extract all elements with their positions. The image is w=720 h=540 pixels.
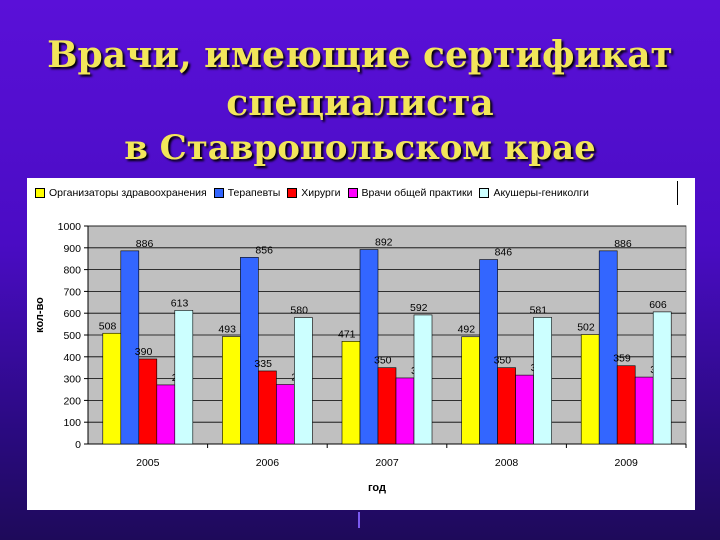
- bar: [276, 384, 295, 445]
- data-label: 335: [254, 358, 272, 370]
- data-label: 886: [614, 238, 632, 250]
- bar: [616, 365, 636, 445]
- bar: [479, 259, 498, 445]
- bar: [395, 377, 415, 445]
- title-line-3: в Ставропольском крае: [124, 128, 596, 168]
- bar: [413, 314, 433, 445]
- bar: [634, 376, 654, 445]
- bar: [156, 384, 176, 445]
- x-tick-label: 2008: [495, 457, 519, 469]
- chart-panel: Организаторы здравоохранения Терапевты Хир…: [27, 178, 695, 510]
- y-tick-label: 900: [63, 243, 81, 255]
- data-label: 892: [375, 237, 393, 249]
- y-tick-label: 600: [63, 308, 81, 320]
- title-line-1: Врачи, имеющие сертификат: [47, 34, 673, 76]
- bar: [580, 334, 600, 445]
- y-tick-label: 400: [63, 352, 81, 364]
- legend-divider: [677, 181, 678, 205]
- bar: [222, 336, 241, 445]
- data-label: 592: [410, 302, 428, 314]
- chart-legend: Организаторы здравоохранения Терапевты Хир…: [35, 183, 596, 203]
- legend-item: Акушеры-гениколги: [479, 187, 589, 199]
- bar: [174, 310, 194, 445]
- bar: [240, 257, 259, 445]
- data-label: 390: [135, 346, 153, 358]
- data-label: 580: [290, 305, 308, 317]
- data-label: 606: [649, 299, 667, 311]
- legend-label: Организаторы здравоохранения: [49, 187, 207, 199]
- data-label: 846: [495, 247, 513, 259]
- data-label: 886: [136, 238, 154, 250]
- y-tick-label: 800: [63, 265, 81, 277]
- bar: [294, 317, 313, 445]
- bar: [359, 249, 379, 445]
- x-tick-label: 2009: [615, 457, 639, 469]
- legend-item: Хирурги: [287, 187, 341, 199]
- data-label: 502: [577, 322, 595, 334]
- data-label: 856: [255, 244, 273, 256]
- legend-label: Врачи общей практики: [361, 187, 473, 199]
- bar: [461, 336, 480, 445]
- decorative-line: [358, 512, 360, 528]
- legend-swatch: [213, 188, 224, 198]
- legend-label: Хирурги: [301, 187, 341, 199]
- bar: [652, 311, 672, 445]
- bar: [515, 374, 534, 445]
- bar: [497, 367, 516, 445]
- title-line-2: специалиста: [226, 82, 494, 124]
- data-label: 613: [171, 297, 189, 309]
- y-tick-label: 1000: [58, 221, 82, 233]
- y-tick-label: 700: [63, 286, 81, 298]
- data-label: 581: [530, 304, 548, 316]
- y-tick-label: 0: [75, 439, 81, 451]
- data-label: 471: [338, 328, 356, 340]
- data-label: 492: [458, 324, 476, 336]
- bar: [533, 317, 552, 445]
- bar: [598, 250, 618, 445]
- data-label: 508: [99, 320, 117, 332]
- x-tick-label: 2005: [136, 457, 160, 469]
- bar: [120, 250, 140, 445]
- bar-chart: 0 100 200 300 400 500 600 700 800 900 1000 508 886 39…: [34, 221, 687, 494]
- legend-label: Терапевты: [227, 187, 281, 199]
- legend-item: Терапевты: [213, 187, 281, 199]
- legend-swatch: [287, 188, 298, 198]
- x-axis-label: год: [368, 482, 386, 494]
- bar: [258, 370, 277, 445]
- data-label: 350: [374, 355, 392, 367]
- data-label: 350: [494, 355, 512, 367]
- y-tick-label: 500: [63, 330, 81, 342]
- legend-item: Организаторы здравоохранения: [35, 187, 207, 199]
- legend-swatch: [479, 188, 490, 198]
- y-axis-label: кол-во: [34, 297, 46, 333]
- legend-swatch: [347, 188, 358, 198]
- x-tick-label: 2007: [375, 457, 399, 469]
- bar: [377, 367, 397, 445]
- bar: [138, 358, 158, 445]
- bar: [102, 332, 122, 445]
- y-tick-label: 200: [63, 395, 81, 407]
- y-tick-label: 100: [63, 417, 81, 429]
- data-label: 359: [613, 353, 631, 365]
- legend-label: Акушеры-гениколги: [493, 187, 589, 199]
- legend-swatch: [35, 188, 45, 198]
- x-tick-label: 2006: [256, 457, 280, 469]
- legend-item: Врачи общей практики: [347, 187, 473, 199]
- bar: [341, 341, 361, 445]
- y-tick-label: 300: [63, 374, 81, 386]
- data-label: 493: [218, 324, 236, 336]
